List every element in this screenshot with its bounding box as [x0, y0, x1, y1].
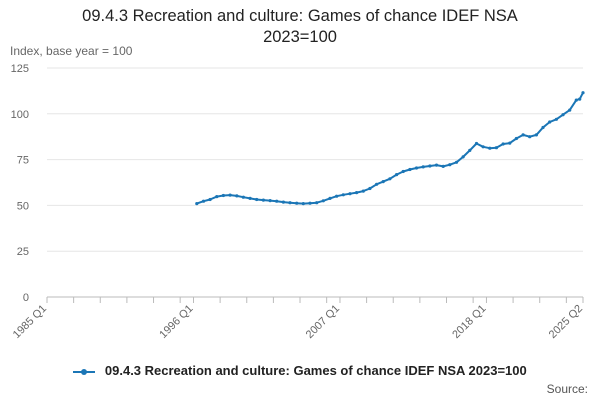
data-point: [461, 155, 465, 159]
legend-series-label: 09.4.3 Recreation and culture: Games of …: [104, 363, 527, 378]
y-tick-label: 125: [11, 63, 29, 75]
x-tick-label: 2025 Q2: [547, 303, 585, 341]
data-point: [395, 173, 399, 177]
legend-series-marker: [73, 367, 96, 377]
data-point: [548, 120, 552, 124]
x-tick-label: 1985 Q1: [11, 303, 49, 341]
source-label: Source:: [546, 382, 588, 396]
data-point: [448, 163, 452, 167]
data-point: [301, 202, 305, 206]
data-point: [388, 177, 392, 181]
x-tick-label: 2018 Q1: [450, 303, 488, 341]
data-point: [268, 199, 272, 203]
legend[interactable]: 09.4.3 Recreation and culture: Games of …: [0, 363, 600, 378]
data-point: [308, 201, 312, 205]
y-tick-label: 75: [17, 155, 29, 167]
data-point: [468, 148, 472, 152]
data-point: [195, 202, 199, 206]
data-point: [295, 201, 299, 205]
data-point: [255, 197, 259, 202]
data-point: [208, 197, 212, 202]
chart-title-line-2: 2023=100: [263, 28, 337, 46]
data-point: [401, 169, 405, 174]
chart-title-line-1: 09.4.3 Recreation and culture: Games of …: [82, 7, 518, 25]
line-chart: 0 25 50 75 100 125 1985 Q1 1996 Q1 2007 Q1 2018 Q…: [11, 63, 585, 341]
data-point: [574, 98, 578, 102]
data-point: [201, 199, 206, 203]
data-point: [315, 201, 319, 205]
data-point: [408, 167, 412, 172]
data-point: [281, 200, 285, 204]
data-point: [494, 146, 498, 150]
data-point: [541, 125, 545, 130]
data-point: [321, 199, 325, 203]
data-point: [488, 146, 492, 150]
data-point: [474, 141, 479, 146]
data-point: [381, 180, 385, 184]
y-tick-label: 25: [17, 246, 29, 258]
data-point: [534, 133, 539, 137]
data-point: [578, 97, 582, 101]
y-tick-label: 0: [23, 292, 29, 304]
data-point: [501, 142, 505, 146]
chart-title: 09.4.3 Recreation and culture: Games of …: [0, 6, 600, 48]
data-point: [355, 191, 359, 195]
data-point: [368, 186, 372, 191]
data-point: [228, 193, 232, 197]
data-point: [414, 166, 419, 170]
data-point: [508, 141, 512, 145]
y-axis-unit-label: Index, base year = 100: [10, 44, 133, 58]
data-point: [375, 182, 379, 186]
y-tick-label: 50: [17, 200, 29, 212]
x-tick-label: 2007 Q1: [304, 303, 342, 341]
data-point: [481, 145, 485, 149]
data-point: [528, 135, 532, 139]
data-point: [215, 195, 219, 199]
data-point: [434, 163, 439, 167]
data-point: [441, 164, 445, 168]
data-point: [288, 201, 292, 205]
data-point: [248, 196, 252, 200]
data-point: [348, 192, 352, 196]
data-point: [521, 133, 525, 137]
data-point: [241, 195, 245, 199]
data-point: [581, 91, 585, 95]
data-point: [428, 164, 432, 168]
data-point: [361, 189, 365, 193]
data-point: [561, 113, 565, 117]
x-tick-label: 1996 Q1: [157, 303, 195, 341]
data-point: [275, 199, 279, 203]
data-point: [554, 117, 559, 121]
data-point: [328, 196, 332, 200]
data-point: [261, 198, 265, 202]
data-point: [235, 194, 239, 198]
data-point: [454, 160, 459, 164]
data-point: [221, 193, 225, 198]
series-line: [196, 92, 584, 205]
y-tick-label: 100: [11, 109, 29, 121]
data-point: [421, 165, 425, 169]
data-point: [341, 193, 345, 197]
data-point: [335, 194, 339, 198]
data-point: [514, 136, 519, 141]
data-point: [568, 108, 572, 112]
